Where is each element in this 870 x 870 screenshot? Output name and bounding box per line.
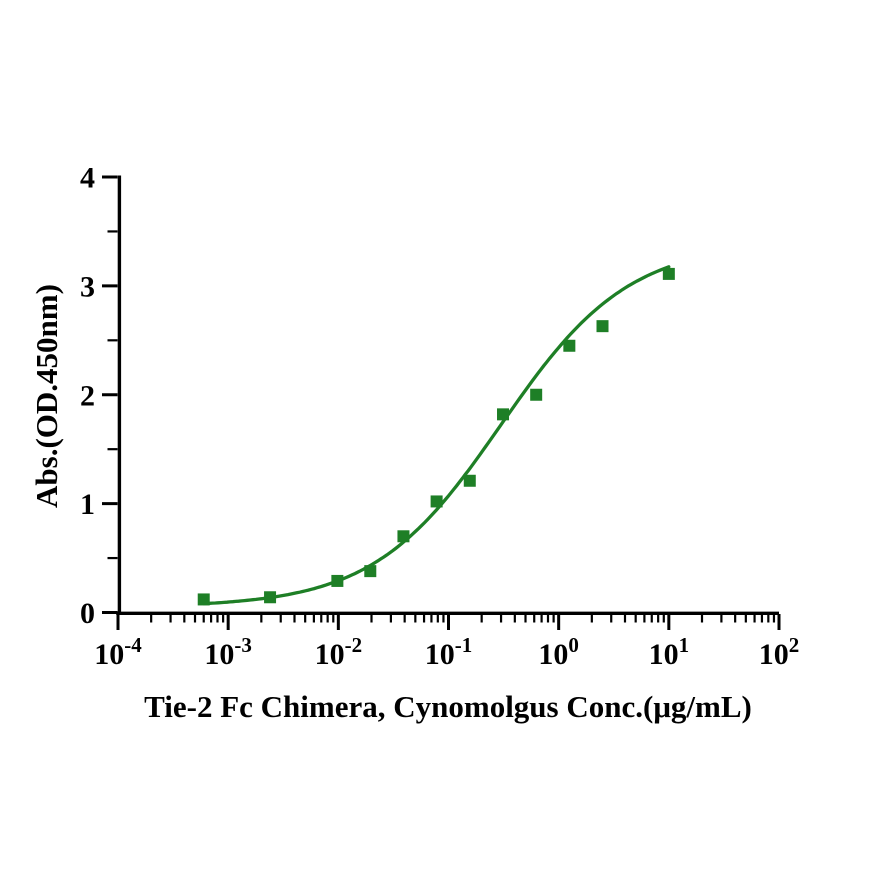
data-point-marker bbox=[430, 495, 443, 508]
data-point-marker bbox=[497, 408, 510, 421]
y-axis-title: Abs.(OD.450nm) bbox=[29, 284, 64, 508]
data-point-marker bbox=[197, 593, 210, 606]
axes-and-series: 10-4 10-3 10-2 10-1 100 101 102 0 1 2 3 4 bbox=[80, 162, 799, 672]
y-tick-label: 1 bbox=[80, 488, 95, 521]
data-point-marker bbox=[364, 565, 377, 578]
data-point-marker bbox=[397, 530, 410, 543]
data-point-marker bbox=[596, 320, 609, 333]
x-tick-label: 10-4 bbox=[94, 633, 142, 671]
x-axis-title: Tie-2 Fc Chimera, Cynomolgus Conc.(μg/mL… bbox=[144, 689, 752, 724]
y-tick-label: 2 bbox=[80, 379, 95, 412]
x-tick-label: 10-3 bbox=[204, 633, 252, 671]
data-point-marker bbox=[662, 267, 675, 280]
data-point-marker bbox=[463, 474, 476, 487]
x-tick-label: 10-1 bbox=[425, 633, 473, 671]
data-point-marker bbox=[331, 574, 344, 587]
data-point-marker bbox=[530, 388, 543, 401]
data-point-marker bbox=[563, 339, 576, 352]
y-tick-label: 0 bbox=[80, 597, 95, 630]
x-tick-label: 10-2 bbox=[315, 633, 363, 671]
data-point-marker bbox=[264, 591, 277, 604]
x-tick-label: 101 bbox=[649, 633, 690, 671]
fit-curve bbox=[202, 265, 671, 606]
y-tick-label: 3 bbox=[80, 270, 95, 303]
x-tick-label: 100 bbox=[538, 633, 579, 671]
y-tick-label: 4 bbox=[80, 162, 95, 195]
x-tick-label: 102 bbox=[759, 633, 800, 671]
